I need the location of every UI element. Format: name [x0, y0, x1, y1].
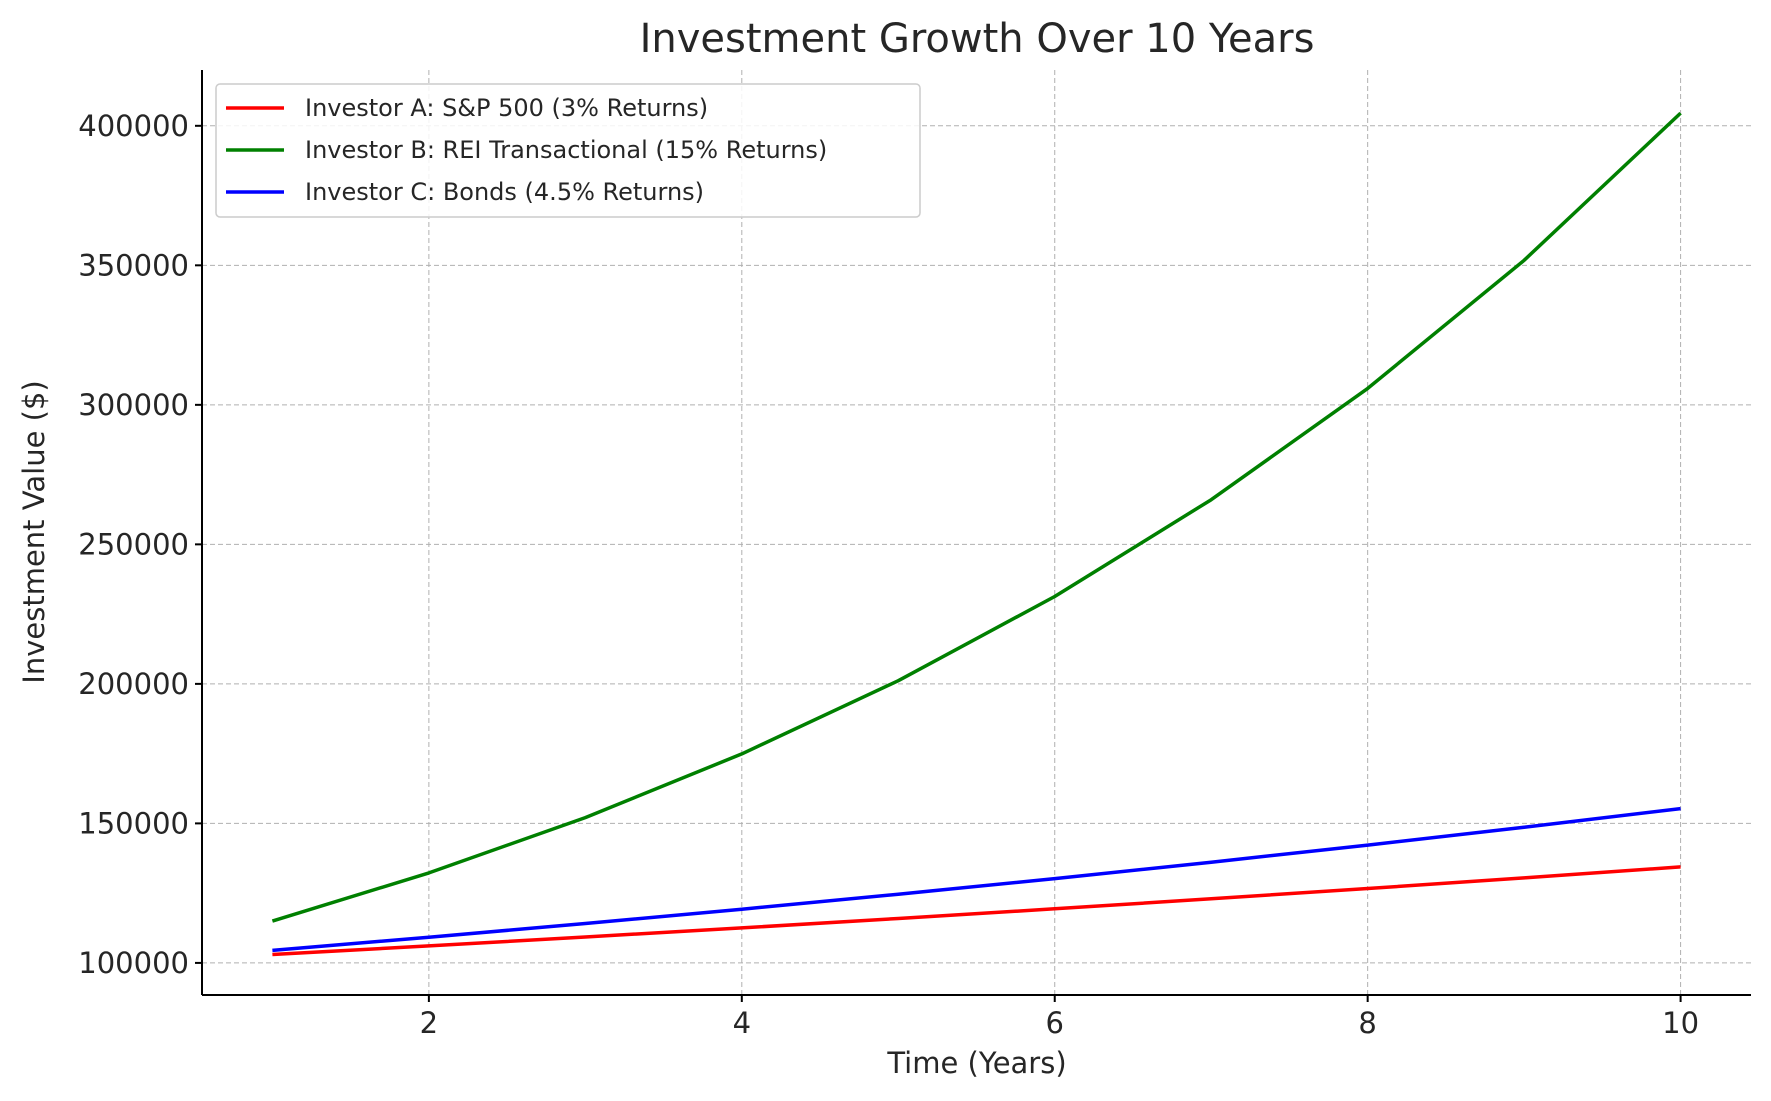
y-tick-label: 150000	[78, 806, 189, 840]
series-line-3	[272, 806, 1681, 953]
series-lines	[271, 111, 1682, 957]
y-axis-ticks: 100000 150000 200000 250000 300000 350000 4000…	[78, 109, 202, 980]
y-tick-label: 350000	[78, 248, 189, 282]
x-axis-label: Time (Years)	[886, 1046, 1066, 1080]
x-tick-label: 8	[1358, 1006, 1376, 1040]
x-tick-label: 10	[1662, 1006, 1699, 1040]
y-tick-label: 200000	[78, 667, 189, 701]
axes	[201, 70, 1751, 996]
grid	[202, 70, 1751, 995]
legend: Investor A: S&P 500 (3% Returns) Investor…	[215, 83, 921, 218]
y-tick-label: 300000	[78, 388, 189, 422]
y-tick-label: 400000	[78, 109, 189, 143]
x-tick-label: 6	[1046, 1006, 1064, 1040]
series-line-1	[272, 865, 1681, 957]
y-tick-label: 250000	[78, 527, 189, 561]
x-tick-label: 2	[420, 1006, 438, 1040]
x-tick-label: 4	[733, 1006, 751, 1040]
chart-title: Investment Growth Over 10 Years	[640, 16, 1315, 62]
legend-label-2: Investor B: REI Transactional (15% Retur…	[305, 136, 827, 164]
legend-label-3: Investor C: Bonds (4.5% Returns)	[305, 178, 704, 206]
x-axis-ticks: 2 4 6 8 10	[420, 995, 1699, 1040]
legend-label-1: Investor A: S&P 500 (3% Returns)	[305, 94, 708, 122]
legend-box	[215, 83, 921, 218]
series-line-2	[271, 111, 1682, 923]
y-tick-label: 100000	[78, 946, 189, 980]
y-axis-label: Investment Value ($)	[17, 380, 51, 683]
